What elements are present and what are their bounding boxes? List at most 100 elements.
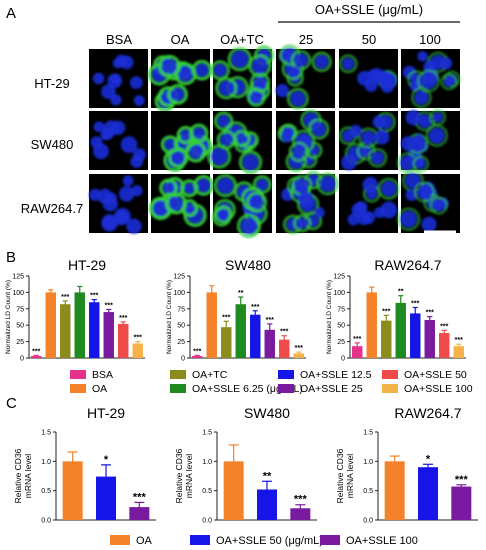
significance-label: *** bbox=[426, 310, 434, 317]
y-axis-label: Normalized LD Count (%) bbox=[326, 280, 333, 354]
panel-label-a: A bbox=[6, 5, 16, 22]
significance-label: *** bbox=[280, 329, 288, 336]
microscopy-grid bbox=[88, 44, 461, 238]
y-axis-label: Relative CD36mRNA level bbox=[13, 448, 33, 503]
legend-label: OA+SSLE 100 bbox=[404, 383, 473, 395]
micrograph-tile bbox=[89, 49, 148, 108]
legend-swatch bbox=[382, 370, 398, 379]
y-tick-label: 25 bbox=[16, 339, 24, 346]
y-tick-label: 125 bbox=[333, 274, 345, 281]
column-label-bsa: BSA bbox=[106, 32, 132, 47]
y-tick-label: 0.5 bbox=[41, 488, 51, 495]
significance-label: *** bbox=[455, 337, 463, 344]
micrograph-tile bbox=[212, 174, 272, 238]
column-label-25: 25 bbox=[299, 32, 313, 47]
y-tick-label: 25 bbox=[337, 339, 345, 346]
micrograph-tile bbox=[401, 49, 461, 108]
significance-label: *** bbox=[90, 293, 98, 300]
micrograph-tile bbox=[276, 171, 339, 235]
micrograph-tile bbox=[88, 174, 148, 234]
significance-label: *** bbox=[455, 474, 469, 486]
y-tick-label: 0.0 bbox=[363, 518, 373, 525]
column-label-50: 50 bbox=[362, 32, 376, 47]
significance-label: * bbox=[104, 454, 109, 466]
significance-label: *** bbox=[295, 345, 303, 352]
row-label-sw480: SW480 bbox=[31, 137, 74, 152]
significance-label: *** bbox=[440, 323, 448, 330]
y-axis-label: Normalized LD Count (%) bbox=[5, 280, 12, 354]
group-label-oa-ssle: OA+SSLE (μg/mL) bbox=[315, 2, 423, 17]
y-tick-label: 125 bbox=[173, 274, 185, 281]
bar bbox=[410, 313, 421, 358]
significance-label: *** bbox=[251, 304, 259, 311]
legend-swatch bbox=[70, 370, 86, 379]
micrograph-tile bbox=[338, 49, 398, 108]
bar bbox=[279, 339, 290, 358]
micrograph-tile bbox=[149, 174, 214, 233]
y-axis-label: Relative CD36mRNA level bbox=[335, 448, 355, 503]
legend-swatch bbox=[278, 384, 294, 393]
legend-label: BSA bbox=[92, 369, 113, 381]
significance-label: *** bbox=[134, 335, 142, 342]
legend-swatch bbox=[110, 535, 130, 545]
y-tick-label: 0.5 bbox=[363, 488, 373, 495]
micrograph-tile bbox=[339, 174, 400, 233]
significance-label: ** bbox=[263, 470, 272, 482]
y-tick-label: 0 bbox=[341, 356, 345, 363]
bar bbox=[60, 304, 71, 358]
charts: HT-29 Normalized LD Count (%) 0 25 50 75 100 12… bbox=[5, 257, 478, 525]
micrograph-tile bbox=[397, 169, 460, 233]
micrograph-tile bbox=[210, 45, 274, 108]
y-tick-label: 75 bbox=[177, 306, 185, 313]
y-tick-label: 0 bbox=[20, 356, 24, 363]
y-tick-label: 0.0 bbox=[41, 518, 51, 525]
micrograph-tile bbox=[148, 49, 213, 112]
chart-6: RAW264.7 Relative CD36mRNA level 0.0 0.5 1.0… bbox=[335, 405, 478, 525]
legend-item: OA+SSLE 50 (μg/mL) bbox=[190, 535, 323, 547]
micrograph-tile bbox=[207, 111, 272, 174]
bar bbox=[223, 461, 244, 520]
bar bbox=[250, 314, 261, 358]
chart-title: RAW264.7 bbox=[394, 405, 461, 421]
y-tick-label: 100 bbox=[333, 290, 345, 297]
significance-label: *** bbox=[119, 315, 127, 322]
chart-4: HT-29 Relative CD36mRNA level 0.0 0.5 1.0 1.5… bbox=[13, 405, 156, 525]
bar bbox=[89, 302, 100, 358]
bar bbox=[221, 327, 232, 358]
legend-item: OA+SSLE 6.25 (μg/mL) bbox=[170, 383, 303, 395]
legend-label: OA+TC bbox=[192, 369, 228, 381]
bar bbox=[257, 489, 277, 520]
significance-label: *** bbox=[193, 348, 201, 355]
bar bbox=[352, 346, 363, 358]
micrograph-tile bbox=[275, 44, 335, 110]
legend-swatch bbox=[170, 384, 186, 393]
chart-5: SW480 Relative CD36mRNA level 0.0 0.5 1.0 1.5… bbox=[174, 405, 317, 525]
significance-label: ** bbox=[398, 289, 404, 296]
bar bbox=[451, 486, 472, 520]
significance-label: ** bbox=[238, 290, 244, 297]
chart-title: RAW264.7 bbox=[374, 257, 441, 273]
y-tick-label: 1.5 bbox=[41, 430, 51, 437]
y-tick-label: 0 bbox=[181, 356, 185, 363]
legend-item: OA bbox=[70, 383, 107, 395]
legend-label: OA+SSLE 50 bbox=[404, 369, 467, 381]
chart-1: HT-29 Normalized LD Count (%) 0 25 50 75 100 12… bbox=[5, 257, 145, 363]
bar bbox=[384, 461, 405, 520]
bar bbox=[206, 292, 217, 358]
micrograph-tile bbox=[89, 111, 148, 170]
column-label-oa-tc: OA+TC bbox=[220, 32, 264, 47]
bar bbox=[132, 343, 143, 358]
chart-3: RAW264.7 Normalized LD Count (%) 0 25 50 75 10… bbox=[326, 257, 466, 363]
significance-label: *** bbox=[353, 336, 361, 343]
significance-label: *** bbox=[411, 300, 419, 307]
legend-label: OA+SSLE 12.5 bbox=[300, 369, 372, 381]
bar bbox=[264, 329, 275, 358]
legend-item: OA+TC bbox=[170, 369, 228, 381]
y-tick-label: 50 bbox=[177, 323, 185, 330]
row-label-ht29: HT-29 bbox=[34, 76, 69, 91]
bar bbox=[192, 356, 203, 358]
y-tick-label: 75 bbox=[337, 306, 345, 313]
chart-title: SW480 bbox=[244, 405, 290, 421]
bar bbox=[103, 312, 114, 358]
